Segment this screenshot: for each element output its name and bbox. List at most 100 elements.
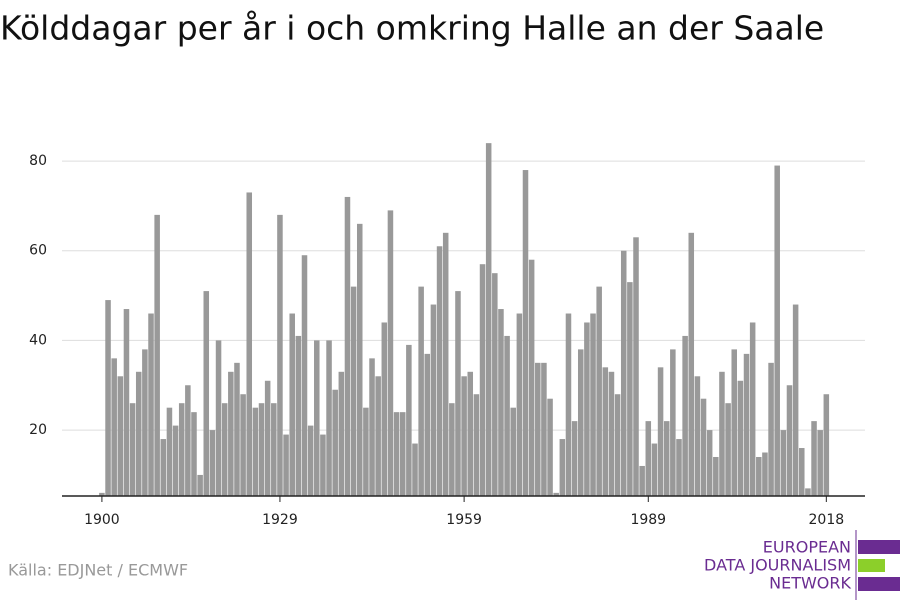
y-tick-label: 80 (29, 153, 47, 169)
bar (172, 425, 179, 496)
bar (731, 349, 737, 496)
bar (332, 389, 338, 496)
bar (307, 425, 314, 496)
bar (498, 309, 504, 496)
bar (780, 430, 787, 496)
bar (154, 214, 160, 496)
bar (541, 362, 547, 496)
bar (461, 376, 467, 496)
bar (271, 403, 277, 496)
bar (792, 304, 799, 496)
bar (713, 456, 719, 496)
bar (301, 255, 308, 496)
bar (559, 439, 566, 496)
bar (577, 349, 584, 496)
logo-text: NETWORK (769, 574, 851, 593)
bar (547, 398, 553, 496)
logo-bar (858, 577, 900, 591)
bar (393, 412, 400, 496)
bar (363, 407, 369, 496)
bar (571, 421, 578, 496)
bar (663, 421, 670, 496)
bar (639, 465, 645, 496)
bar (338, 371, 345, 496)
bar (228, 371, 234, 496)
bar (670, 349, 676, 496)
bar (565, 313, 572, 496)
bar (314, 340, 320, 496)
bar (467, 371, 474, 496)
x-tick-label: 1929 (262, 512, 298, 528)
bar (264, 380, 271, 496)
bar (602, 367, 609, 496)
bar (430, 304, 437, 496)
bar (479, 264, 486, 496)
y-tick-label: 20 (29, 422, 47, 438)
bar (608, 371, 615, 496)
bar (651, 443, 658, 496)
bar (129, 403, 136, 496)
bar (522, 170, 529, 497)
bar (185, 385, 191, 496)
bar (596, 286, 602, 496)
bar (694, 376, 701, 496)
bar (774, 165, 780, 496)
bar (289, 313, 295, 496)
bar (295, 335, 302, 496)
bar (449, 403, 455, 496)
bar (516, 313, 523, 496)
x-tick-label: 1959 (446, 512, 482, 528)
bar (590, 313, 596, 496)
bar (148, 313, 154, 496)
bar (320, 434, 326, 496)
bar (406, 344, 412, 496)
bar (706, 430, 713, 496)
bar (240, 394, 246, 496)
logo-text: EUROPEAN (763, 538, 851, 557)
bar (620, 250, 627, 496)
bar (799, 448, 805, 496)
y-tick-label: 40 (29, 332, 47, 348)
bar (178, 403, 185, 496)
bar (117, 376, 124, 496)
bar (719, 371, 725, 496)
bar (614, 394, 621, 496)
bar (111, 358, 117, 496)
bar (805, 488, 811, 496)
bar (811, 421, 817, 496)
x-tick-label: 1989 (630, 512, 666, 528)
bar (768, 362, 774, 496)
chart-title: Kölddagar per år i och omkring Halle an … (0, 9, 824, 48)
bar (344, 196, 351, 496)
bar (258, 403, 265, 496)
bar (786, 385, 793, 496)
bar (203, 291, 210, 496)
bar (688, 232, 695, 496)
bar (676, 439, 682, 496)
bar (737, 380, 744, 496)
logo-bar (858, 559, 885, 572)
bar (528, 259, 535, 496)
bar (485, 143, 492, 496)
bar (387, 210, 394, 496)
bar (492, 273, 498, 496)
bar (356, 223, 363, 497)
bar (823, 394, 830, 496)
logo-bar (858, 540, 900, 554)
bar (510, 407, 516, 496)
bar (817, 430, 823, 496)
bar (412, 443, 418, 496)
y-tick-label: 60 (29, 243, 47, 259)
source: Källa: EDJNet / ECMWF (8, 561, 188, 580)
bar (455, 291, 461, 496)
logo-text: DATA JOURNALISM (704, 556, 851, 575)
bar (700, 398, 707, 496)
bar (627, 282, 633, 496)
bar (749, 322, 756, 496)
bar (283, 434, 289, 496)
bar (221, 403, 228, 496)
bar (191, 412, 197, 496)
bar (633, 237, 639, 496)
bar (135, 371, 142, 496)
